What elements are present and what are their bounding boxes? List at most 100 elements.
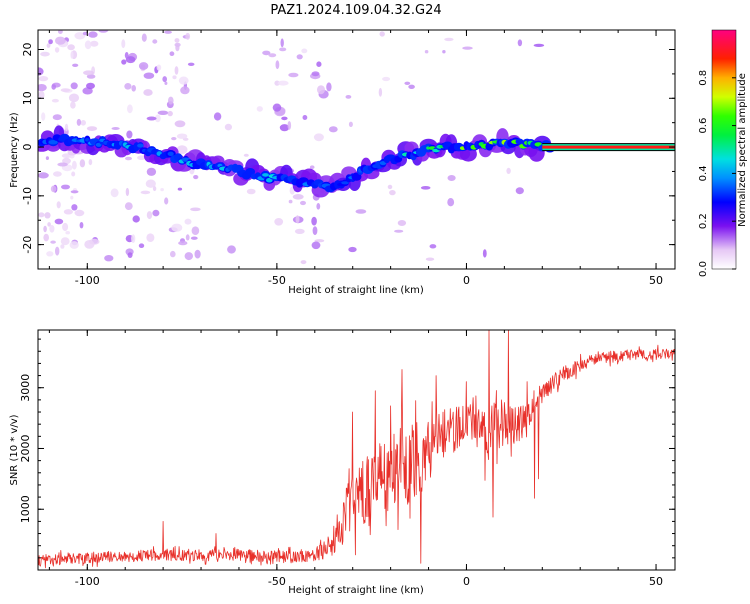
heatmap-cell [176, 145, 188, 155]
heatmap-cell [62, 222, 69, 232]
heatmap-cell [168, 96, 174, 105]
heatmap-cell [72, 160, 77, 170]
heatmap-cell [213, 112, 222, 121]
heatmap-cell [76, 118, 82, 126]
heatmap-cell [404, 81, 411, 86]
heatmap-cell [138, 62, 149, 70]
heatmap-cell [132, 215, 140, 223]
heatmap-cell [326, 82, 332, 92]
heatmap-cell [125, 187, 130, 197]
heatmap-cell [53, 171, 62, 177]
y-tick-label: 0 [21, 144, 34, 151]
x-tick-label: 50 [649, 575, 663, 588]
heatmap-cell [174, 120, 186, 128]
heatmap-cell [54, 47, 60, 53]
heatmap-cell [157, 110, 169, 116]
colorbar-ticks: 0.0 0.2 0.4 0.6 0.8 [698, 70, 736, 277]
heatmap-cell [517, 39, 523, 47]
y-tick-label: 1000 [19, 495, 32, 523]
heatmap-cell [296, 54, 303, 60]
heatmap-cell [70, 51, 74, 59]
heatmap-cell [184, 252, 193, 261]
heatmap-cell [143, 89, 153, 96]
heatmap-cell [43, 233, 49, 242]
heatmap-cell [295, 215, 300, 224]
heatmap-cell [280, 38, 284, 48]
heatmap-cell [185, 234, 190, 241]
heatmap-cell [58, 30, 63, 34]
heatmap-cell [55, 36, 66, 45]
heatmap-cell [38, 172, 49, 179]
heatmap-cell [348, 246, 357, 253]
heatmap-cell [82, 87, 93, 95]
heatmap-cell [174, 66, 179, 75]
chart-title: PAZ1.2024.109.04.32.G24 [270, 3, 441, 18]
heatmap-cell [121, 39, 126, 49]
x-tick-label: -100 [75, 274, 100, 287]
heatmap-cell [56, 201, 61, 209]
heatmap-cell [51, 98, 59, 103]
heatmap-cell [444, 37, 454, 42]
heatmap-cell [245, 168, 256, 176]
heatmap-cell [191, 226, 200, 235]
heatmap-cell [462, 46, 473, 50]
heatmap-cell [262, 50, 271, 56]
heatmap-cell [178, 240, 188, 246]
heatmap-cell [70, 195, 74, 200]
heatmap-cell [164, 81, 168, 86]
heatmap-cell [125, 156, 132, 161]
heatmap-cell [98, 30, 109, 33]
heatmap-cell [164, 30, 172, 34]
heatmap-cell [193, 175, 199, 179]
heatmap-cell [127, 252, 133, 258]
x-tick-label: 50 [649, 274, 663, 287]
heatmap-cell [74, 32, 86, 40]
snr-xlabel: Height of straight line (km) [288, 585, 424, 596]
heatmap-cell [49, 225, 55, 233]
spectrogram-heatmap [38, 30, 675, 265]
heatmap-cell [146, 167, 157, 176]
heatmap-cell [60, 88, 71, 92]
heatmap-cell [41, 112, 46, 121]
heatmap-cell [84, 40, 92, 50]
heatmap-cell [287, 121, 292, 130]
heatmap-cell [169, 51, 175, 56]
heatmap-cell [355, 209, 367, 214]
heatmap-cell [194, 249, 201, 259]
heatmap-cell [243, 153, 249, 157]
heatmap-cell [302, 115, 308, 120]
heatmap-cell [389, 190, 396, 196]
heatmap-cell [277, 80, 289, 86]
heatmap-cell [104, 255, 114, 262]
heatmap-cell [138, 243, 145, 248]
heatmap-cell [131, 234, 136, 244]
heatmap-cell [126, 130, 133, 139]
colorbar: 0.0 0.2 0.4 0.6 0.8 Normalized spectral ampl… [698, 29, 748, 277]
heatmap-cell [61, 184, 70, 190]
heatmap-cell [447, 175, 456, 181]
heatmap-cell [274, 218, 284, 226]
heatmap-cell [425, 257, 435, 261]
heatmap-cell [288, 72, 299, 78]
heatmap-cell [48, 39, 53, 45]
heatmap-cell [184, 218, 192, 225]
heatmap-cell [125, 56, 136, 64]
colorbar-tick-label: 0.4 [698, 165, 709, 181]
heatmap-cell [88, 31, 98, 38]
heatmap-cell [279, 47, 287, 52]
heatmap-cell [506, 167, 511, 174]
heatmap-cell [79, 159, 86, 168]
heatmap-cell [82, 31, 88, 36]
heatmap-cell [46, 43, 51, 48]
heatmap-cell [515, 187, 524, 195]
heatmap-cell [172, 75, 177, 80]
heatmap-cell [52, 114, 62, 121]
heatmap-cell [47, 222, 51, 227]
heatmap-cell [40, 51, 50, 57]
heatmap-cell [124, 202, 133, 211]
snr-panel: -100 -50 0 50 1000 2000 3000 Height of straigh… [9, 329, 676, 596]
heatmap-cell [84, 240, 95, 249]
